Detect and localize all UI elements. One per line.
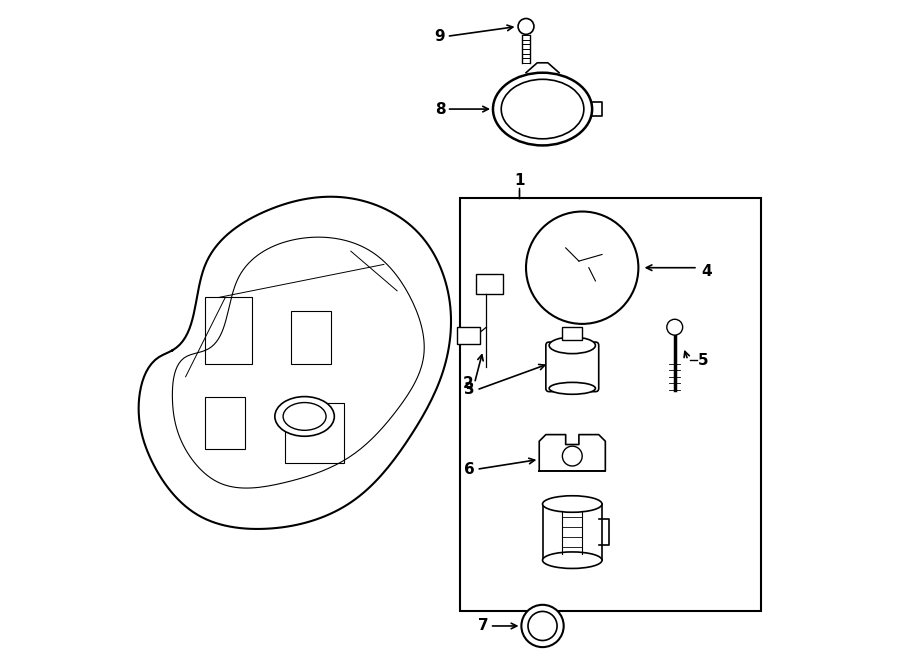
Text: 7: 7 <box>478 619 489 633</box>
Text: 5: 5 <box>698 353 708 368</box>
Text: 9: 9 <box>435 29 446 44</box>
Circle shape <box>528 611 557 641</box>
Ellipse shape <box>501 79 584 139</box>
Bar <box>456 327 480 344</box>
Ellipse shape <box>549 382 596 394</box>
Ellipse shape <box>274 397 334 436</box>
Circle shape <box>521 605 563 647</box>
Bar <box>562 327 582 340</box>
Text: 3: 3 <box>464 383 475 397</box>
FancyBboxPatch shape <box>545 342 598 391</box>
Ellipse shape <box>284 403 326 430</box>
Circle shape <box>562 446 582 466</box>
Bar <box>205 297 252 364</box>
Circle shape <box>518 19 534 34</box>
Circle shape <box>667 319 683 335</box>
Bar <box>476 274 503 294</box>
Text: 1: 1 <box>514 173 525 188</box>
Ellipse shape <box>493 73 592 145</box>
Bar <box>205 397 245 449</box>
Circle shape <box>526 212 638 324</box>
Text: 2: 2 <box>463 376 473 391</box>
Bar <box>543 504 602 561</box>
Text: 8: 8 <box>435 102 446 116</box>
Bar <box>460 198 760 611</box>
Ellipse shape <box>543 552 602 568</box>
Text: 4: 4 <box>701 264 712 278</box>
Text: 6: 6 <box>464 462 475 477</box>
Bar <box>292 311 331 364</box>
Ellipse shape <box>543 496 602 512</box>
Ellipse shape <box>549 337 596 354</box>
Bar <box>284 403 344 463</box>
